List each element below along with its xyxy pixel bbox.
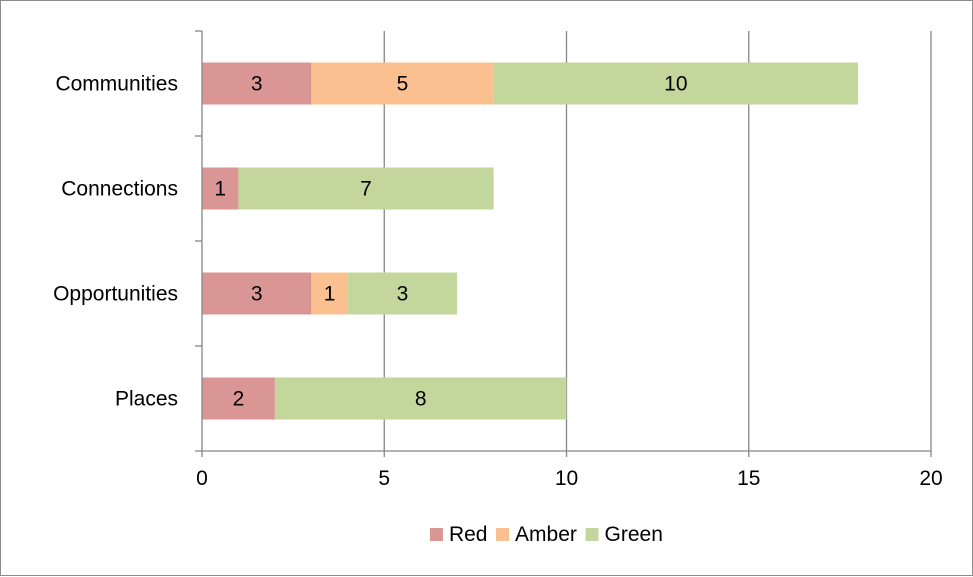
legend: Red Amber Green — [429, 523, 663, 546]
legend-swatch-red — [429, 528, 443, 541]
data-label: 1 — [214, 178, 226, 201]
x-tick-label: 5 — [378, 467, 390, 490]
data-label: 5 — [397, 73, 409, 96]
data-label: 1 — [324, 283, 336, 306]
x-tick-label: 10 — [555, 467, 578, 490]
bar-segment-green — [347, 272, 458, 315]
legend-label-red: Red — [449, 523, 488, 546]
data-label: 3 — [251, 283, 263, 306]
bar-segment-red — [202, 62, 312, 105]
legend-label-green: Green — [605, 523, 663, 546]
data-label: 3 — [251, 73, 263, 96]
data-label: 8 — [415, 388, 427, 411]
x-tick-label: 20 — [919, 467, 942, 490]
y-category-label: Connections — [61, 178, 178, 201]
data-label: 10 — [664, 73, 687, 96]
bar-segment-red — [202, 167, 239, 210]
bar-segment-amber — [311, 62, 494, 105]
bar-segment-amber — [311, 272, 348, 315]
axes: 0 5 10 15 20CommunitiesConnectionsOpportunit… — [53, 30, 943, 490]
legend-swatch-green — [585, 528, 599, 541]
legend-swatch-amber — [496, 528, 510, 541]
y-category-label: Opportunities — [53, 283, 178, 306]
y-category-label: Communities — [55, 73, 178, 96]
data-label: 3 — [397, 283, 409, 306]
legend-label-amber: Amber — [515, 523, 577, 546]
bar-segment-green — [493, 62, 859, 105]
bar-segment-green — [238, 167, 494, 210]
bar-segment-red — [202, 272, 312, 315]
bars: 3 5 10 1 7 3 1 3 2 8 — [202, 62, 859, 420]
x-tick-label: 15 — [737, 467, 760, 490]
bar-segment-green — [274, 377, 567, 420]
bar-segment-red — [202, 377, 275, 420]
x-tick-label: 0 — [196, 467, 208, 490]
y-category-label: Places — [115, 388, 178, 411]
data-label: 2 — [233, 388, 245, 411]
data-label: 7 — [360, 178, 372, 201]
